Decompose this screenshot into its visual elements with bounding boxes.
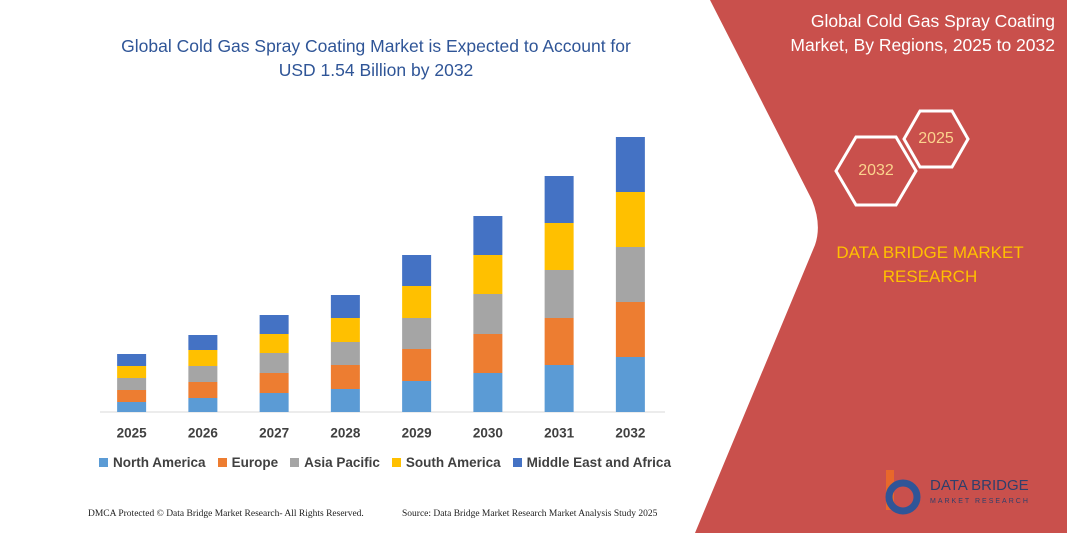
bar-segment (615, 192, 645, 247)
bar-segment (473, 373, 503, 412)
bar-segment (117, 354, 147, 366)
legend-label: Asia Pacific (304, 455, 380, 470)
bar-segment (330, 318, 360, 342)
legend-label: Middle East and Africa (526, 455, 671, 470)
legend-swatch (99, 458, 109, 467)
bar-segment (402, 255, 432, 286)
bar-segment (615, 302, 645, 357)
bar-segment (615, 137, 645, 192)
bar-segment (544, 365, 574, 412)
bar-segment (473, 216, 503, 255)
footer-right: Source: Data Bridge Market Research Mark… (402, 509, 658, 519)
hexagon (902, 109, 970, 169)
bar-segment (615, 357, 645, 412)
bar-segment (259, 353, 289, 373)
bar-segment (330, 389, 360, 412)
logo-sub: MARKET RESEARCH (930, 498, 1030, 505)
bar-segment (473, 334, 503, 373)
bar-segment (615, 247, 645, 302)
logo-name: DATA BRIDGE (930, 477, 1029, 494)
bar-segment (117, 402, 147, 412)
legend-swatch (290, 458, 300, 467)
bar-segment (402, 286, 432, 318)
legend-swatch (391, 458, 401, 467)
logo: DATA BRIDGE MARKET RESEARCH (885, 470, 1030, 515)
x-tick-label: 2032 (615, 426, 645, 441)
bar-segment (402, 318, 432, 349)
x-tick-label: 2030 (473, 426, 503, 441)
chart-title: Global Cold Gas Spray Coating Market is … (121, 36, 631, 80)
hex-label: 2032 (858, 162, 894, 179)
legend-item: Asia Pacific (290, 455, 380, 470)
bar-segment (330, 342, 360, 365)
x-tick-label: 2026 (188, 426, 219, 441)
bar-segment (117, 390, 147, 402)
bar-segment (330, 295, 360, 318)
bar-segment (473, 294, 503, 334)
legend-swatch (512, 458, 522, 467)
bar-segment (117, 378, 147, 390)
bar-segment (117, 366, 147, 378)
bar-segment (259, 315, 289, 334)
bar-segment (259, 393, 289, 412)
bar-segment (188, 382, 218, 398)
bar-segment (188, 335, 218, 350)
legend-label: South America (405, 455, 501, 470)
bar-segment (188, 398, 218, 412)
hexagon (834, 135, 918, 207)
panel-title: Global Cold Gas Spray Coating Market, By… (790, 11, 1055, 55)
bar-segment (402, 349, 432, 381)
x-tick-label: 2029 (402, 426, 432, 441)
bar-segment (473, 255, 503, 294)
legend-item: Middle East and Africa (512, 455, 671, 470)
bar-segment (544, 318, 574, 365)
footer-left: DMCA Protected © Data Bridge Market Rese… (88, 509, 364, 519)
legend: North America Europe Asia Pacific South Ame… (80, 455, 690, 470)
legend-swatch (217, 458, 227, 467)
bar-segment (259, 373, 289, 393)
hex-label: 2025 (918, 130, 954, 147)
bar-segment (544, 270, 574, 318)
bar-segment (402, 381, 432, 412)
legend-item: South America (391, 455, 501, 470)
x-tick-label: 2028 (330, 426, 361, 441)
legend-item: North America (99, 455, 206, 470)
side-panel (695, 0, 1067, 533)
bar-segment (259, 334, 289, 353)
bar-segment (330, 365, 360, 389)
legend-label: Europe (231, 455, 279, 470)
x-tick-label: 2025 (117, 426, 148, 441)
bar-segment (544, 223, 574, 270)
x-tick-label: 2027 (259, 426, 289, 441)
legend-label: North America (113, 455, 206, 470)
x-tick-label: 2031 (544, 426, 575, 441)
bar-segment (188, 350, 218, 366)
bar-segment (188, 366, 218, 382)
bar-segment (544, 176, 574, 223)
legend-item: Europe (217, 455, 279, 470)
logo-shape (885, 479, 921, 515)
brand: DATA BRIDGE MARKET RESEARCH (836, 243, 1024, 286)
